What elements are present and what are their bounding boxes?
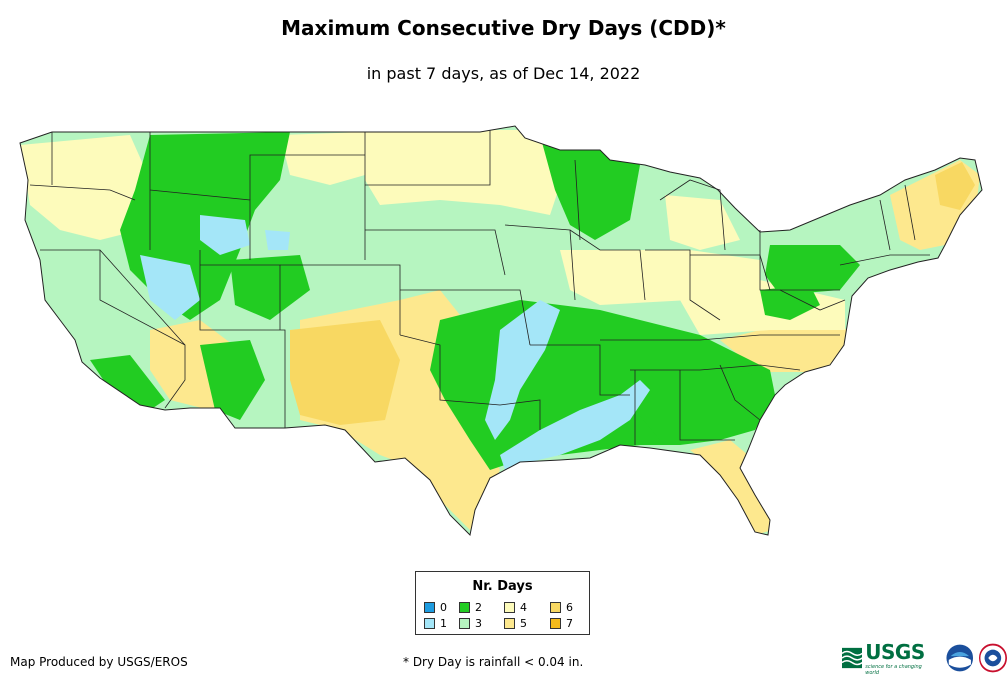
- region-virginia-green: [760, 285, 820, 320]
- legend-label: 4: [520, 601, 527, 614]
- usgs-logo: USGS science for a changing world: [842, 640, 932, 676]
- agency-logos: USGS science for a changing world: [842, 638, 1007, 678]
- legend-swatch: [424, 618, 435, 629]
- legend-item-5: 5: [504, 617, 527, 630]
- legend-label: 5: [520, 617, 527, 630]
- region-idaho-cyan: [200, 215, 250, 255]
- region-nevada-cyan: [140, 255, 200, 320]
- legend-label: 1: [440, 617, 447, 630]
- region-arkansas-cyan: [485, 300, 560, 440]
- us-dry-days-map: [19, 125, 983, 537]
- legend-item-1: 1: [424, 617, 447, 630]
- map-title: Maximum Consecutive Dry Days (CDD)*: [281, 16, 726, 40]
- legend-swatch: [504, 602, 515, 613]
- usgs-wordmark: USGS: [865, 640, 925, 664]
- region-wyoming-cyan: [265, 230, 290, 250]
- region-maine-dry: [935, 162, 975, 210]
- region-georgia-green: [635, 365, 770, 440]
- legend-swatch: [504, 618, 515, 629]
- legend-box: Nr. Days 0 1 2 3 4 5 6 7: [415, 571, 590, 635]
- legend-item-0: 0: [424, 601, 447, 614]
- legend-swatch: [424, 602, 435, 613]
- region-louisiana-cyan: [500, 380, 650, 470]
- region-minnesota-green: [540, 135, 640, 240]
- legend-label: 2: [475, 601, 482, 614]
- state-boundaries: [29, 130, 930, 445]
- region-florida-dry: [690, 440, 772, 535]
- nws-logo-icon: [979, 643, 1007, 673]
- map-subtitle: in past 7 days, as of Dec 14, 2022: [366, 64, 641, 83]
- legend-title: Nr. Days: [472, 579, 533, 594]
- dry-day-definition: * Dry Day is rainfall < 0.04 in.: [403, 655, 584, 669]
- legend-swatch: [550, 618, 561, 629]
- legend-label: 0: [440, 601, 447, 614]
- region-new-mexico-dry: [290, 320, 400, 425]
- legend-item-3: 3: [459, 617, 482, 630]
- region-colorado-green: [230, 255, 310, 320]
- legend-item-7: 7: [550, 617, 573, 630]
- legend-label: 6: [566, 601, 573, 614]
- legend-swatch: [550, 602, 561, 613]
- noaa-logo-icon: [946, 644, 973, 672]
- legend-swatch: [459, 602, 470, 613]
- region-midwest-dry: [560, 250, 760, 305]
- region-socal-green: [90, 355, 165, 410]
- legend-item-2: 2: [459, 601, 482, 614]
- usgs-tagline: science for a changing world: [865, 664, 922, 676]
- region-montana-dry: [280, 132, 365, 185]
- legend-item-6: 6: [550, 601, 573, 614]
- region-carolinas-dry: [720, 320, 850, 372]
- usgs-wave-icon: [842, 647, 863, 669]
- region-dakotas-dry: [365, 130, 560, 215]
- region-northwest-dry: [20, 135, 150, 240]
- legend-item-4: 4: [504, 601, 527, 614]
- legend-label: 7: [566, 617, 573, 630]
- legend-label: 3: [475, 617, 482, 630]
- producer-credit: Map Produced by USGS/EROS: [10, 655, 188, 669]
- legend-swatch: [459, 618, 470, 629]
- region-arizona-green: [200, 340, 265, 420]
- region-pennsylvania-green: [765, 245, 860, 295]
